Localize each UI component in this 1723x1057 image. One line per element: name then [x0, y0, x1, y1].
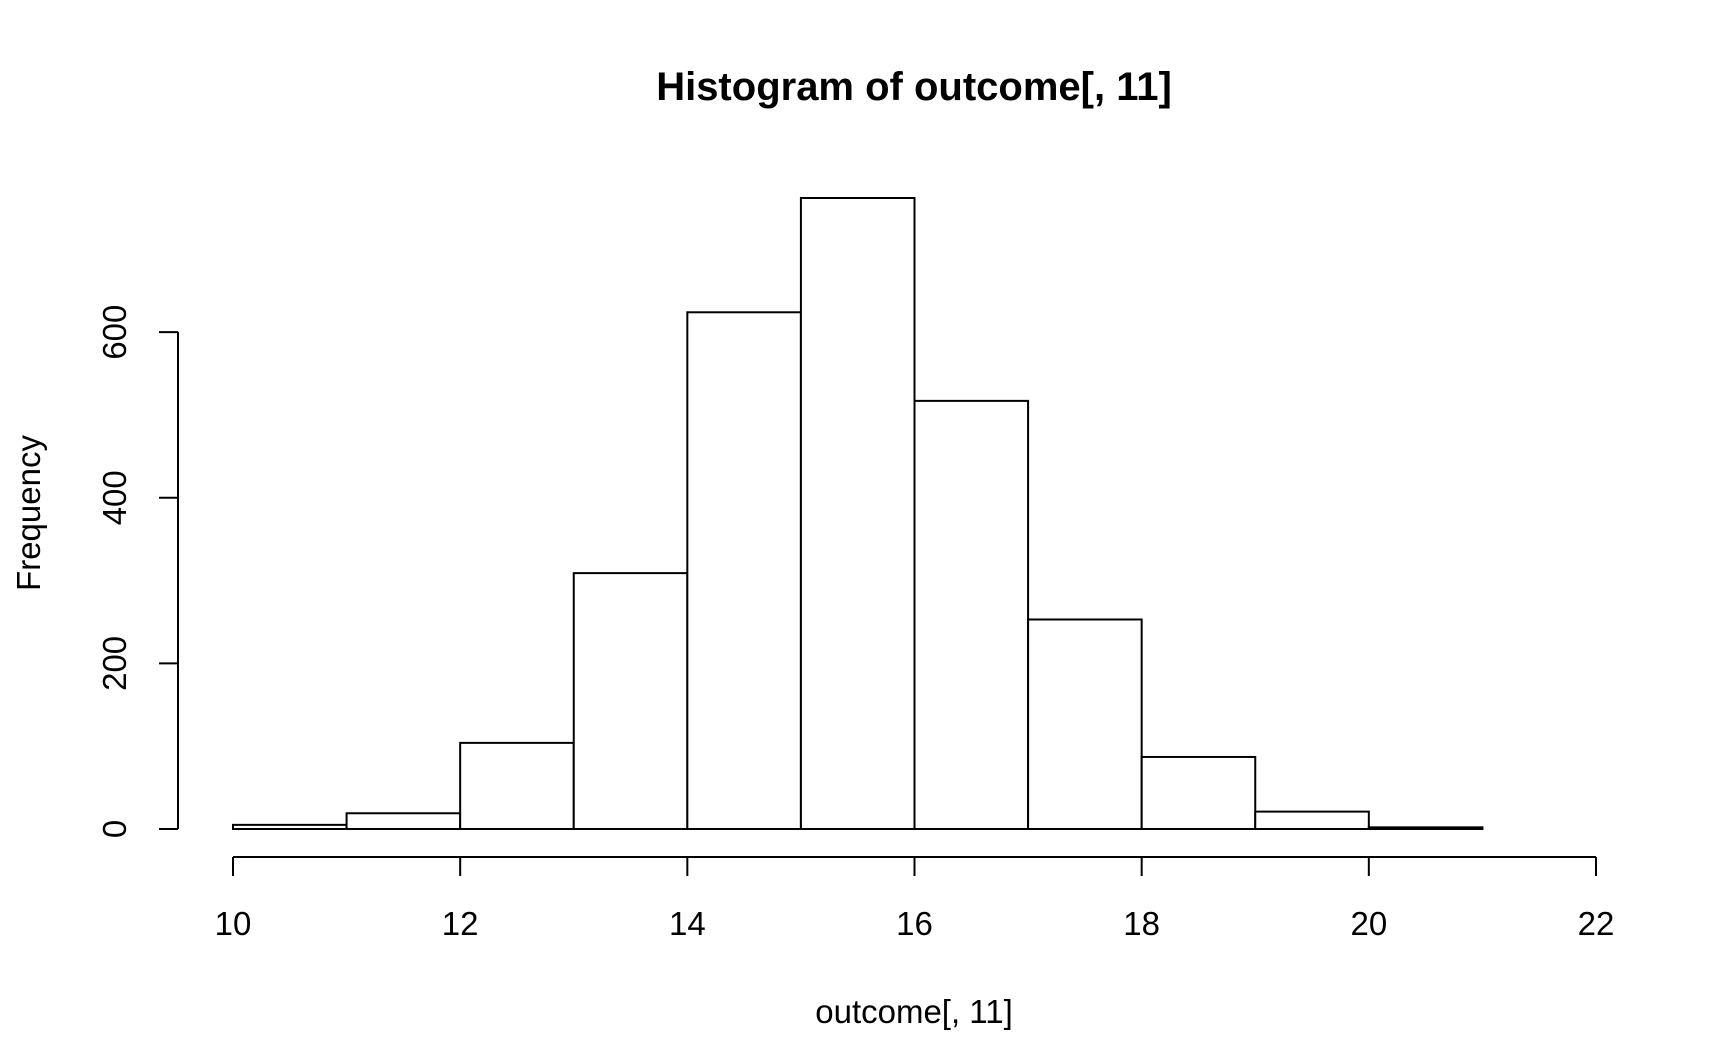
x-tick-label: 12	[442, 905, 479, 942]
x-tick-label: 20	[1350, 905, 1387, 942]
x-tick-label: 14	[669, 905, 706, 942]
x-axis: 10 12 14 16 18 20 22	[215, 856, 1615, 942]
x-axis-label: outcome[, 11]	[815, 993, 1013, 1030]
histogram-bar	[572, 572, 689, 830]
histogram-bars	[232, 197, 1484, 831]
x-tick-label: 10	[215, 905, 252, 942]
histogram-bar	[913, 399, 1030, 830]
x-tick-label: 18	[1123, 905, 1160, 942]
x-tick-label: 16	[896, 905, 933, 942]
x-tick-label: 22	[1578, 905, 1615, 942]
histogram-bar	[345, 812, 462, 831]
histogram-bar	[459, 741, 575, 831]
histogram-bar	[1140, 755, 1257, 831]
y-axis: 0 200 400 600	[96, 305, 179, 838]
histogram-bar	[232, 823, 348, 830]
y-tick-label: 200	[96, 636, 133, 691]
histogram-bar	[1027, 618, 1143, 830]
histogram-bar	[1254, 810, 1370, 830]
y-tick-label: 400	[96, 470, 133, 525]
histogram-bar	[1367, 826, 1484, 831]
chart-title: Histogram of outcome[, 11]	[656, 65, 1172, 109]
y-tick-label: 600	[96, 305, 133, 360]
histogram-bar	[686, 311, 802, 830]
histogram-bar	[799, 197, 916, 830]
y-tick-label: 0	[96, 820, 133, 838]
y-axis-label: Frequency	[10, 435, 47, 591]
